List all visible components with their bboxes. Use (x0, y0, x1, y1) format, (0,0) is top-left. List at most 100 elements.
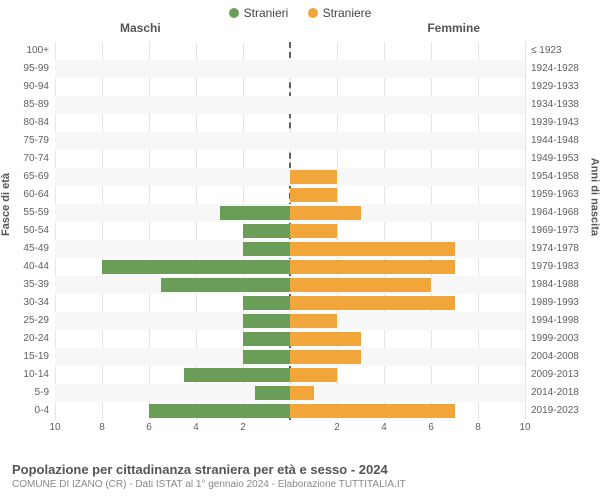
pyramid-row: 55-591964-1968 (55, 204, 525, 222)
birth-year-label: 1999-2003 (525, 330, 579, 348)
bar-male (243, 242, 290, 256)
birth-year-label: 2009-2013 (525, 366, 579, 384)
bar-female (290, 188, 337, 202)
birth-year-label: 1929-1933 (525, 78, 579, 96)
birth-year-label: 1934-1938 (525, 96, 579, 114)
birth-year-label: 1984-1988 (525, 276, 579, 294)
pyramid-row: 75-791944-1948 (55, 132, 525, 150)
legend: Stranieri Straniere (0, 0, 600, 21)
bar-male (255, 386, 290, 400)
legend-item-female: Straniere (308, 6, 372, 20)
birth-year-label: 1959-1963 (525, 186, 579, 204)
bar-female (290, 332, 361, 346)
bar-male (243, 296, 290, 310)
pyramid-row: 25-291994-1998 (55, 312, 525, 330)
yaxis-right-title: Anni di nascita (588, 158, 600, 236)
birth-year-label: 1994-1998 (525, 312, 579, 330)
bar-female (290, 170, 337, 184)
pyramid-row: 10-142009-2013 (55, 366, 525, 384)
age-label: 75-79 (23, 132, 55, 150)
pyramid-row: 35-391984-1988 (55, 276, 525, 294)
legend-label-female: Straniere (323, 6, 372, 20)
bar-male (243, 332, 290, 346)
bar-female (290, 260, 455, 274)
pyramid-row: 100+≤ 1923 (55, 42, 525, 60)
x-tick: 8 (99, 422, 105, 433)
pyramid-row: 40-441979-1983 (55, 258, 525, 276)
birth-year-label: 1969-1973 (525, 222, 579, 240)
legend-label-male: Stranieri (244, 6, 289, 20)
x-tick: 4 (381, 422, 387, 433)
x-tick: 10 (519, 422, 530, 433)
pyramid-row: 0-42019-2023 (55, 402, 525, 420)
age-label: 55-59 (23, 204, 55, 222)
age-label: 85-89 (23, 96, 55, 114)
x-tick: 2 (240, 422, 246, 433)
age-label: 45-49 (23, 240, 55, 258)
age-label: 90-94 (23, 78, 55, 96)
bar-female (290, 278, 431, 292)
chart-footer: Popolazione per cittadinanza straniera p… (12, 462, 588, 490)
bar-female (290, 404, 455, 418)
age-label: 30-34 (23, 294, 55, 312)
bar-female (290, 350, 361, 364)
bar-male (161, 278, 290, 292)
bar-female (290, 386, 314, 400)
age-label: 5-9 (35, 384, 55, 402)
birth-year-label: 2014-2018 (525, 384, 579, 402)
pyramid-row: 80-841939-1943 (55, 114, 525, 132)
age-label: 65-69 (23, 168, 55, 186)
plot-area: 100+≤ 192395-991924-192890-941929-193385… (55, 42, 525, 420)
pyramid-row: 20-241999-2003 (55, 330, 525, 348)
x-tick: 10 (49, 422, 60, 433)
x-tick: 6 (146, 422, 152, 433)
birth-year-label: 2004-2008 (525, 348, 579, 366)
pyramid-row: 60-641959-1963 (55, 186, 525, 204)
age-label: 100+ (26, 42, 55, 60)
age-label: 10-14 (23, 366, 55, 384)
x-tick: 8 (475, 422, 481, 433)
birth-year-label: 1924-1928 (525, 60, 579, 78)
birth-year-label: 1974-1978 (525, 240, 579, 258)
age-label: 20-24 (23, 330, 55, 348)
birth-year-label: 1964-1968 (525, 204, 579, 222)
pyramid-row: 15-192004-2008 (55, 348, 525, 366)
bar-male (220, 206, 291, 220)
legend-item-male: Stranieri (229, 6, 289, 20)
birth-year-label: 2019-2023 (525, 402, 579, 420)
bar-male (102, 260, 290, 274)
age-label: 60-64 (23, 186, 55, 204)
age-label: 95-99 (23, 60, 55, 78)
age-label: 0-4 (35, 402, 55, 420)
bar-female (290, 242, 455, 256)
age-label: 80-84 (23, 114, 55, 132)
yaxis-left-title: Fasce di età (0, 173, 12, 236)
birth-year-label: ≤ 1923 (525, 42, 562, 60)
pyramid-row: 45-491974-1978 (55, 240, 525, 258)
birth-year-label: 1944-1948 (525, 132, 579, 150)
population-pyramid-chart: Stranieri Straniere Maschi Femmine Fasce… (0, 0, 600, 500)
pyramid-row: 30-341989-1993 (55, 294, 525, 312)
birth-year-label: 1979-1983 (525, 258, 579, 276)
bar-male (243, 350, 290, 364)
bar-male (243, 224, 290, 238)
age-label: 50-54 (23, 222, 55, 240)
pyramid-row: 5-92014-2018 (55, 384, 525, 402)
age-label: 35-39 (23, 276, 55, 294)
age-label: 25-29 (23, 312, 55, 330)
bar-female (290, 224, 337, 238)
pyramid-row: 85-891934-1938 (55, 96, 525, 114)
pyramid-row: 65-691954-1958 (55, 168, 525, 186)
age-label: 15-19 (23, 348, 55, 366)
pyramid-row: 70-741949-1953 (55, 150, 525, 168)
bar-male (184, 368, 290, 382)
bar-female (290, 206, 361, 220)
chart-title: Popolazione per cittadinanza straniera p… (12, 462, 588, 477)
age-label: 70-74 (23, 150, 55, 168)
bar-female (290, 314, 337, 328)
swatch-male (229, 8, 239, 18)
pyramid-row: 50-541969-1973 (55, 222, 525, 240)
age-label: 40-44 (23, 258, 55, 276)
header-male: Maschi (120, 21, 161, 35)
birth-year-label: 1954-1958 (525, 168, 579, 186)
